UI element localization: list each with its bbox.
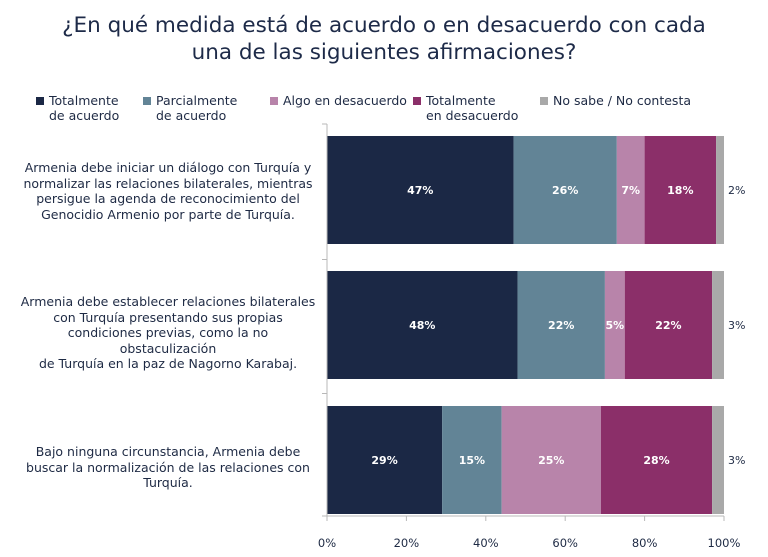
x-tick-label-0: 0% — [318, 536, 336, 550]
data-label-r1-s1: 47% — [407, 184, 433, 197]
data-label-r1-s5: 2% — [728, 184, 745, 197]
row-label-3: Bajo ninguna circunstancia, Armenia debe… — [26, 444, 310, 490]
data-label-r2-s3: 5% — [605, 319, 624, 332]
legend-swatch — [270, 97, 278, 105]
data-label-r3-s3: 25% — [538, 454, 564, 467]
row-label-2: Armenia debe establecer relaciones bilat… — [20, 294, 316, 371]
bar-segment-r2-s3 — [604, 271, 625, 379]
legend-label: No sabe / No contesta — [553, 93, 692, 108]
data-label-r3-s1: 29% — [371, 454, 397, 467]
row-label-1: Armenia debe iniciar un diálogo con Turq… — [23, 160, 313, 222]
bar-segment-r1-s3 — [616, 136, 645, 244]
data-label-r2-s5: 3% — [728, 319, 745, 332]
bar-segment-r3-s4 — [600, 406, 713, 514]
data-label-r2-s2: 22% — [548, 319, 574, 332]
bar-segment-r2-s1 — [327, 271, 518, 379]
bar-segment-r2-s2 — [517, 271, 605, 379]
legend-swatch — [36, 97, 44, 105]
bar-segment-r2-s4 — [624, 271, 713, 379]
x-tick-label-5: 100% — [708, 536, 741, 550]
legend-item-algo-en-desacuerdo: Algo en desacuerdo — [270, 93, 407, 108]
x-tick-label-4: 80% — [632, 536, 658, 550]
bar-segment-r3-s3 — [501, 406, 601, 514]
legend-item-no-sabe-no-contesta: No sabe / No contesta — [540, 93, 691, 108]
chart-title: ¿En qué medida está de acuerdo o en desa… — [0, 12, 768, 66]
bar-segment-r3-s1 — [327, 406, 443, 514]
bar-segment-r1-s5 — [716, 136, 724, 244]
legend-label: Parcialmente de acuerdo — [156, 93, 238, 123]
legend-item-totalmente-de-acuerdo: Totalmente de acuerdo — [36, 93, 119, 123]
legend-label: Algo en desacuerdo — [283, 93, 407, 108]
data-label-r2-s4: 22% — [655, 319, 681, 332]
bar-segment-r2-s5 — [712, 271, 724, 379]
data-label-r1-s4: 18% — [667, 184, 693, 197]
bar-segment-r1-s4 — [644, 136, 717, 244]
legend-item-parcialmente-de-acuerdo: Parcialmente de acuerdo — [143, 93, 237, 123]
data-label-r3-s2: 15% — [459, 454, 485, 467]
x-tick-label-1: 20% — [394, 536, 420, 550]
legend-swatch — [413, 97, 421, 105]
data-label-r1-s3: 7% — [621, 184, 640, 197]
data-label-r3-s4: 28% — [643, 454, 669, 467]
bar-segment-r3-s5 — [712, 406, 724, 514]
legend-label: Totalmente en desacuerdo — [426, 93, 519, 123]
legend: Totalmente de acuerdo Parcialmente de ac… — [0, 93, 768, 129]
bar-segment-r1-s2 — [513, 136, 617, 244]
x-tick-label-3: 60% — [552, 536, 578, 550]
data-label-r1-s2: 26% — [552, 184, 578, 197]
x-tick-label-2: 40% — [473, 536, 499, 550]
data-label-r3-s5: 3% — [728, 454, 745, 467]
data-label-r2-s1: 48% — [409, 319, 435, 332]
legend-item-totalmente-en-desacuerdo: Totalmente en desacuerdo — [413, 93, 518, 123]
bar-segment-r3-s2 — [442, 406, 502, 514]
bar-segment-r1-s1 — [327, 136, 514, 244]
chart-title-line-2: una de las siguientes afirmaciones? — [191, 40, 577, 65]
legend-swatch — [143, 97, 151, 105]
legend-label: Totalmente de acuerdo — [49, 93, 120, 123]
legend-swatch — [540, 97, 548, 105]
chart-title-line-1: ¿En qué medida está de acuerdo o en desa… — [62, 13, 706, 38]
